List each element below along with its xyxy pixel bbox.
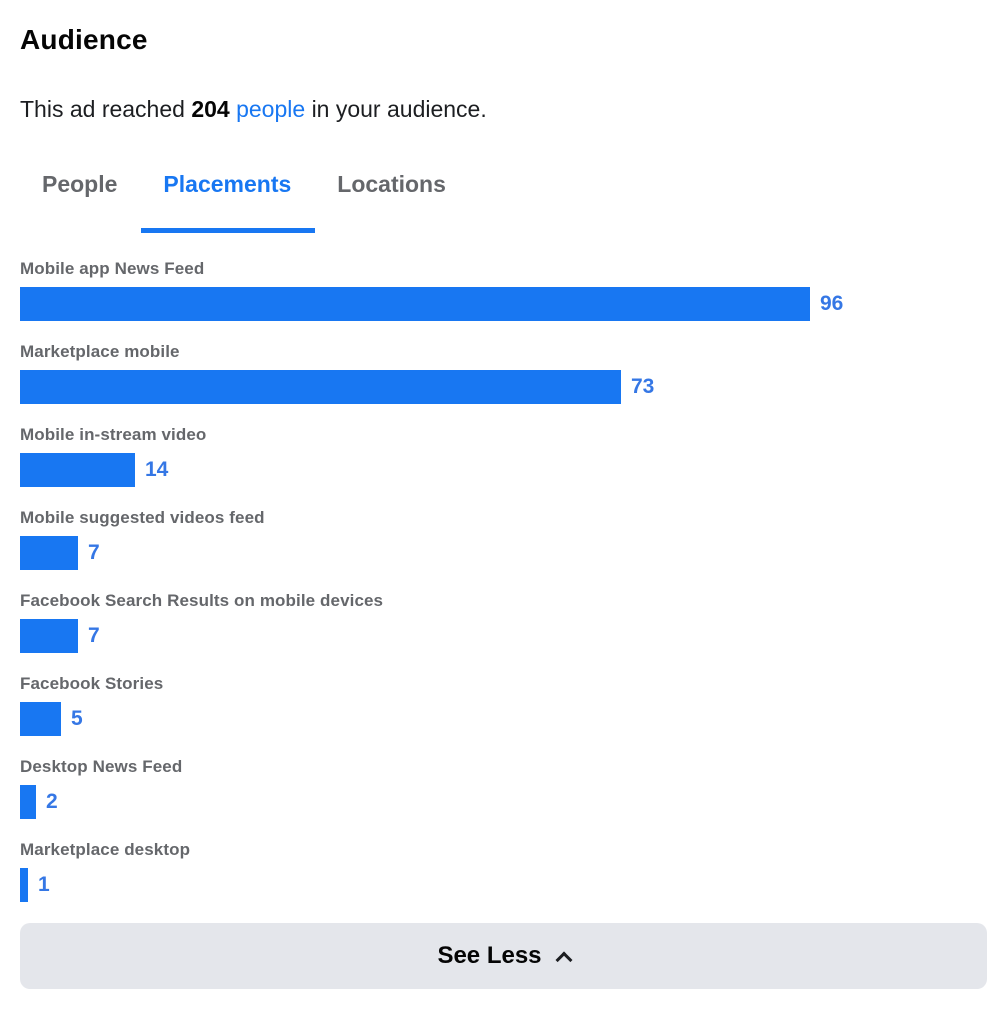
audience-tabs: People Placements Locations bbox=[20, 171, 987, 233]
bar-value-label: 5 bbox=[71, 707, 83, 730]
bar-row: 96 bbox=[20, 287, 987, 321]
reach-text-prefix: This ad reached bbox=[20, 96, 185, 122]
bar-row: 7 bbox=[20, 536, 987, 570]
bar bbox=[20, 287, 810, 321]
bar-row: 5 bbox=[20, 702, 987, 736]
bar-row: 73 bbox=[20, 370, 987, 404]
tab-locations[interactable]: Locations bbox=[337, 171, 446, 197]
bar bbox=[20, 702, 61, 736]
bar-group: Mobile in-stream video 14 bbox=[20, 425, 987, 487]
bar-category-label: Marketplace mobile bbox=[20, 342, 180, 361]
bar-group: Marketplace desktop 1 bbox=[20, 840, 987, 902]
bar-category-label: Facebook Search Results on mobile device… bbox=[20, 591, 384, 610]
bar bbox=[20, 868, 28, 902]
bar-value-label: 7 bbox=[88, 541, 100, 564]
tab-placements[interactable]: Placements bbox=[141, 171, 316, 233]
bar-category-label: Mobile suggested videos feed bbox=[20, 508, 265, 527]
reach-count: 204 bbox=[191, 96, 230, 122]
bar-category-label: Desktop News Feed bbox=[20, 757, 183, 776]
bar-group: Mobile app News Feed 96 bbox=[20, 259, 987, 321]
reach-text-suffix: in your audience. bbox=[311, 96, 487, 122]
bar-row: 1 bbox=[20, 868, 987, 902]
bar bbox=[20, 619, 78, 653]
bar-value-label: 14 bbox=[145, 458, 169, 481]
reach-summary: This ad reached 204 people in your audie… bbox=[20, 95, 987, 123]
bar-chart: Mobile app News Feed 96 Marketplace mobile… bbox=[20, 259, 987, 902]
bar-category-label: Marketplace desktop bbox=[20, 840, 191, 859]
bar bbox=[20, 785, 36, 819]
bar-row: 2 bbox=[20, 785, 987, 819]
tab-people[interactable]: People bbox=[42, 171, 118, 197]
bar-group: Desktop News Feed 2 bbox=[20, 757, 987, 819]
see-less-button[interactable]: See Less bbox=[20, 923, 987, 989]
bar-group: Facebook Search Results on mobile device… bbox=[20, 591, 987, 653]
bar-row: 14 bbox=[20, 453, 987, 487]
bar-group: Facebook Stories 5 bbox=[20, 674, 987, 736]
bar-group: Mobile suggested videos feed 7 bbox=[20, 508, 987, 570]
bar-category-label: Mobile in-stream video bbox=[20, 425, 207, 444]
people-link[interactable]: people bbox=[236, 96, 306, 122]
bar bbox=[20, 536, 78, 570]
bar-value-label: 7 bbox=[88, 624, 100, 647]
bar-value-label: 73 bbox=[631, 375, 655, 398]
chevron-up-icon bbox=[555, 951, 573, 969]
page-title: Audience bbox=[20, 24, 148, 55]
bar-value-label: 1 bbox=[38, 873, 50, 896]
bar-value-label: 2 bbox=[46, 790, 58, 813]
bar bbox=[20, 453, 135, 487]
bar bbox=[20, 370, 621, 404]
bar-value-label: 96 bbox=[820, 292, 844, 315]
bar-row: 7 bbox=[20, 619, 987, 653]
bar-group: Marketplace mobile 73 bbox=[20, 342, 987, 404]
see-less-label: See Less bbox=[437, 942, 542, 969]
bar-category-label: Facebook Stories bbox=[20, 674, 164, 693]
bar-category-label: Mobile app News Feed bbox=[20, 259, 205, 278]
